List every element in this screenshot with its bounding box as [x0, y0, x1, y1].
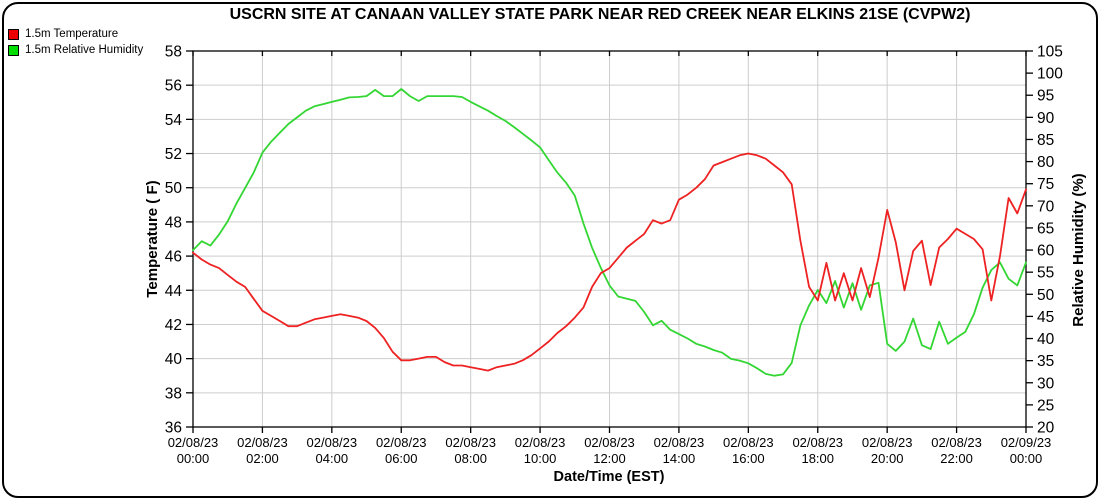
- humidity-tick-label: 25: [1037, 397, 1054, 414]
- left-axis-title: Temperature ( F): [144, 180, 161, 297]
- humidity-tick-label: 100: [1037, 66, 1063, 83]
- x-tick-time-label: 00:00: [1010, 451, 1043, 466]
- temperature-line: [192, 152, 1027, 372]
- temperature-tick-label: 50: [165, 180, 183, 197]
- x-tick-time-label: 02:00: [246, 451, 279, 466]
- x-tick-time-label: 08:00: [454, 451, 487, 466]
- humidity-legend-label: 1.5m Relative Humidity: [25, 44, 144, 56]
- x-tick-date-label: 02/08/23: [376, 435, 427, 450]
- x-tick-date-label: 02/08/23: [862, 435, 913, 450]
- x-tick-time-label: 22:00: [940, 451, 973, 466]
- temperature-tick-label: 54: [165, 112, 183, 129]
- x-tick-date-label: 02/08/23: [931, 435, 982, 450]
- x-tick-time-label: 14:00: [663, 451, 696, 466]
- chart-title: USCRN SITE AT CANAAN VALLEY STATE PARK N…: [229, 6, 971, 23]
- temperature-tick-label: 56: [165, 78, 182, 95]
- x-tick-time-label: 18:00: [801, 451, 834, 466]
- axis-labels-layer: 36 38 40 42 44 46 48 50 52 54 56 58 20 25 30 35 40 45 50 55…: [144, 44, 1087, 486]
- axes-layer: [186, 50, 1033, 433]
- humidity-tick-label: 30: [1037, 375, 1055, 392]
- humidity-tick-label: 35: [1037, 353, 1054, 370]
- humidity-tick-label: 105: [1037, 44, 1063, 61]
- humidity-tick-label: 40: [1037, 331, 1055, 348]
- x-tick-date-label: 02/08/23: [445, 435, 496, 450]
- x-tick-time-label: 00:00: [177, 451, 210, 466]
- humidity-tick-label: 90: [1037, 110, 1055, 127]
- x-tick-time-label: 12:00: [593, 451, 626, 466]
- humidity-tick-label: 85: [1037, 132, 1054, 149]
- x-tick-date-label: 02/09/23: [1001, 435, 1052, 450]
- temperature-tick-label: 44: [165, 283, 183, 300]
- humidity-tick-label: 55: [1037, 265, 1054, 282]
- x-tick-time-label: 04:00: [316, 451, 349, 466]
- x-tick-date-label: 02/08/23: [654, 435, 705, 450]
- humidity-tick-label: 20: [1037, 420, 1055, 437]
- legend-item-temperature: 1.5m Temperature: [8, 26, 143, 42]
- temperature-tick-label: 48: [165, 214, 182, 231]
- x-tick-date-label: 02/08/23: [168, 435, 219, 450]
- legend: 1.5m Temperature 1.5m Relative Humidity: [8, 26, 143, 58]
- temperature-tick-label: 42: [165, 317, 182, 334]
- x-tick-date-label: 02/08/23: [723, 435, 774, 450]
- grid-layer: [193, 51, 1026, 427]
- humidity-tick-label: 80: [1037, 154, 1055, 171]
- x-tick-time-label: 10:00: [524, 451, 557, 466]
- x-tick-time-label: 06:00: [385, 451, 418, 466]
- humidity-tick-label: 95: [1037, 88, 1054, 105]
- humidity-line: [192, 88, 1027, 377]
- temperature-swatch-icon: [8, 28, 19, 40]
- humidity-tick-label: 45: [1037, 309, 1054, 326]
- temperature-legend-label: 1.5m Temperature: [25, 28, 119, 40]
- temperature-tick-label: 58: [165, 44, 182, 61]
- temperature-tick-label: 40: [165, 351, 183, 368]
- x-tick-date-label: 02/08/23: [307, 435, 358, 450]
- x-axis-title: Date/Time (EST): [554, 469, 665, 485]
- right-axis-title: Relative Humidity (%): [1070, 173, 1087, 326]
- temperature-tick-label: 46: [165, 249, 182, 266]
- x-tick-date-label: 02/08/23: [237, 435, 288, 450]
- x-tick-date-label: 02/08/23: [792, 435, 843, 450]
- humidity-tick-label: 65: [1037, 220, 1054, 237]
- temperature-tick-label: 36: [165, 420, 182, 437]
- legend-item-humidity: 1.5m Relative Humidity: [8, 42, 143, 58]
- humidity-tick-label: 75: [1037, 176, 1054, 193]
- humidity-swatch-icon: [8, 44, 19, 56]
- humidity-tick-label: 50: [1037, 287, 1055, 304]
- humidity-tick-label: 70: [1037, 198, 1055, 215]
- x-tick-time-label: 20:00: [871, 451, 904, 466]
- x-tick-date-label: 02/08/23: [584, 435, 635, 450]
- x-tick-time-label: 16:00: [732, 451, 765, 466]
- temperature-tick-label: 38: [165, 385, 182, 402]
- x-tick-date-label: 02/08/23: [515, 435, 566, 450]
- humidity-tick-label: 60: [1037, 243, 1055, 260]
- temperature-tick-label: 52: [165, 146, 182, 163]
